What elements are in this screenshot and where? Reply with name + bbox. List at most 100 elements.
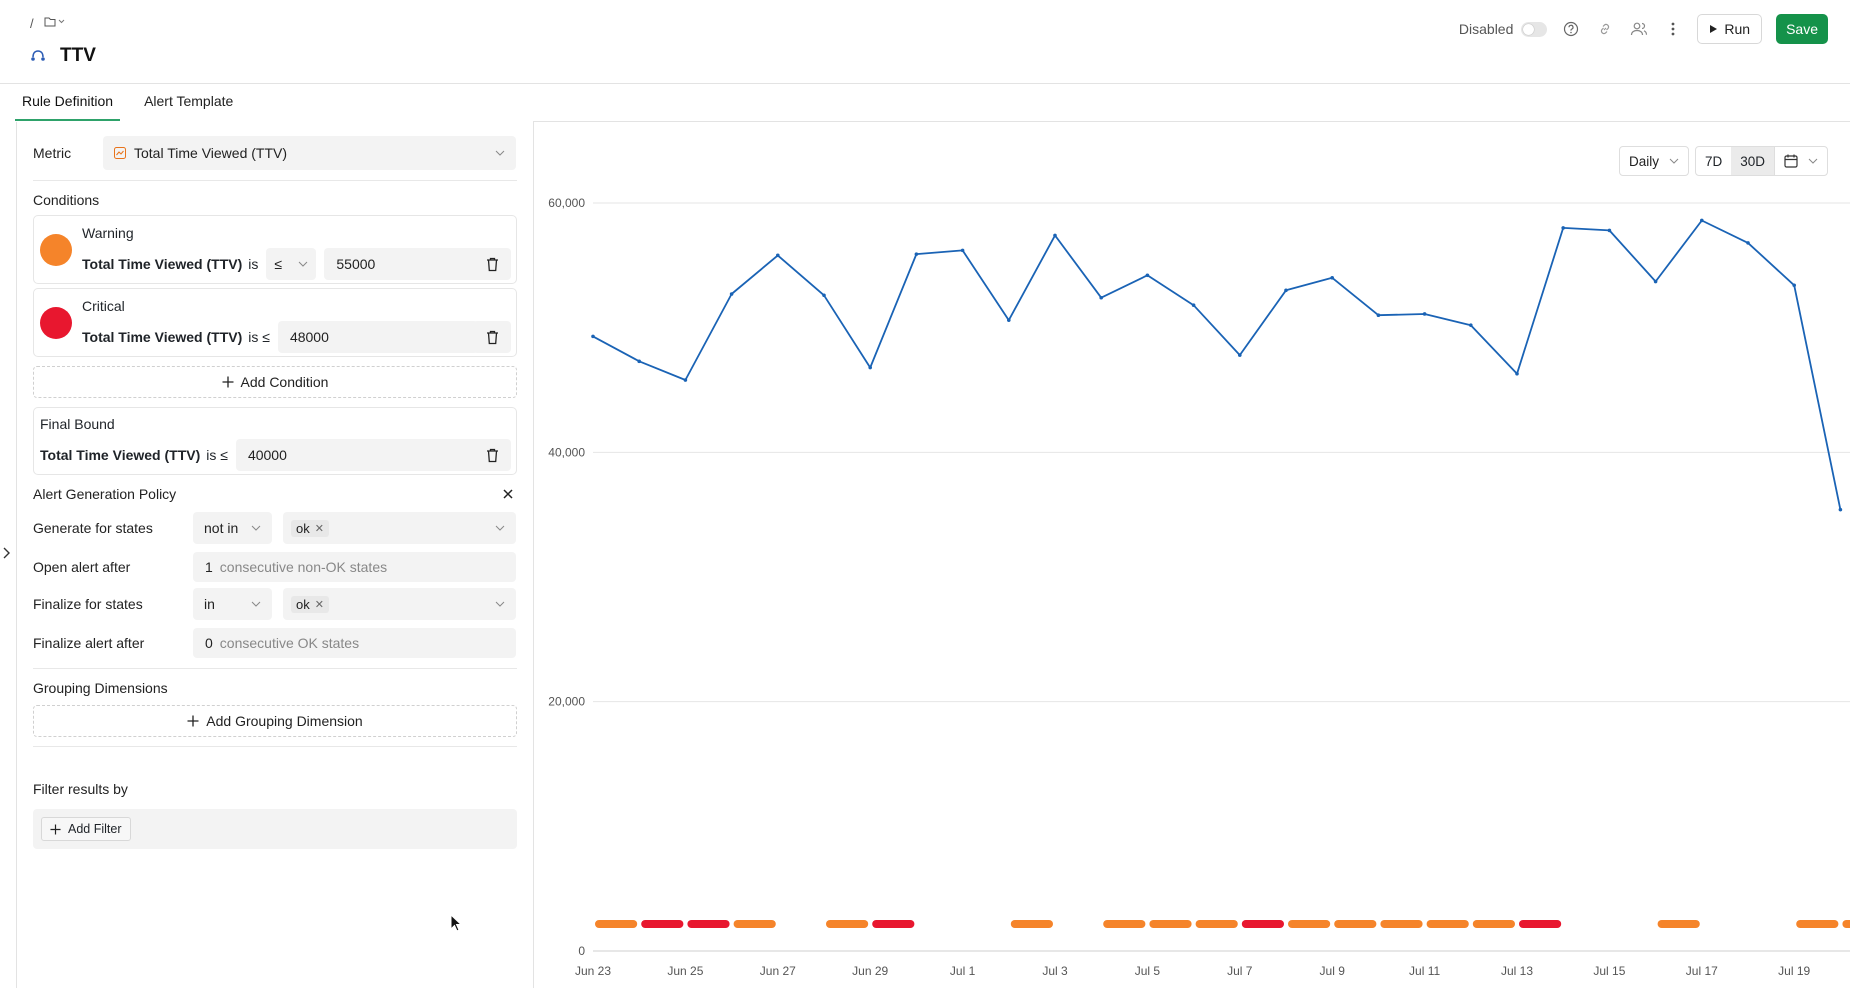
condition-card-critical: Critical Total Time Viewed (TTV) is ≤ 48… xyxy=(33,288,517,357)
data-point[interactable] xyxy=(683,378,688,382)
finalize-states-select[interactable]: ok ✕ xyxy=(283,588,516,620)
data-point[interactable] xyxy=(1792,283,1796,288)
help-icon[interactable] xyxy=(1561,19,1581,39)
x-tick-label: Jul 3 xyxy=(1042,964,1068,978)
x-tick-label: Jul 1 xyxy=(950,964,976,978)
policy-header: Alert Generation Policy xyxy=(33,485,517,503)
run-button[interactable]: Run xyxy=(1697,14,1763,44)
delete-final-bound-button[interactable] xyxy=(473,439,511,471)
trash-icon xyxy=(486,448,498,462)
add-grouping-label: Add Grouping Dimension xyxy=(206,713,363,729)
x-tick-label: Jul 7 xyxy=(1227,964,1253,978)
plus-icon xyxy=(222,376,234,388)
x-tick-label: Jul 15 xyxy=(1593,964,1625,978)
data-point[interactable] xyxy=(1838,507,1843,512)
threshold-input[interactable]: 48000 xyxy=(277,321,478,353)
generate-states-select[interactable]: ok ✕ xyxy=(283,512,516,544)
data-point[interactable] xyxy=(1746,241,1750,245)
open-after-input[interactable]: 1 consecutive non-OK states xyxy=(193,552,516,582)
calendar-icon xyxy=(1784,154,1798,168)
range-30d-button[interactable]: 30D xyxy=(1731,147,1774,175)
metric-select[interactable]: Total Time Viewed (TTV) xyxy=(103,136,516,170)
expand-sidebar-icon[interactable] xyxy=(2,546,10,562)
open-after-row: Open alert after 1 consecutive non-OK st… xyxy=(33,552,517,582)
data-point[interactable] xyxy=(960,248,965,253)
link-icon[interactable] xyxy=(1595,19,1615,39)
filter-container: Add Filter xyxy=(33,809,517,849)
chevron-down-icon xyxy=(251,525,261,531)
add-condition-button[interactable]: Add Condition xyxy=(33,366,517,398)
delete-condition-button[interactable] xyxy=(473,248,511,280)
data-point[interactable] xyxy=(1238,353,1242,357)
data-point[interactable] xyxy=(1469,323,1473,327)
x-tick-label: Jun 25 xyxy=(667,964,703,978)
divider xyxy=(33,746,517,747)
data-point[interactable] xyxy=(822,293,826,298)
granularity-select[interactable]: Daily xyxy=(1618,146,1689,176)
finalize-after-input[interactable]: 0 consecutive OK states xyxy=(193,628,516,658)
close-icon[interactable] xyxy=(503,486,513,502)
tab-alert-template[interactable]: Alert Template xyxy=(144,93,234,109)
metric-row: Metric Total Time Viewed (TTV) xyxy=(33,136,517,170)
granularity-value: Daily xyxy=(1628,153,1659,169)
severity-label: Critical xyxy=(82,298,125,314)
data-point[interactable] xyxy=(1376,313,1381,317)
state-chip-label: ok xyxy=(296,520,310,536)
trash-icon xyxy=(486,330,498,344)
range-toggle-group: 7D 30D xyxy=(1694,146,1828,176)
data-point[interactable] xyxy=(776,253,780,258)
data-point[interactable] xyxy=(1191,303,1196,308)
series-line xyxy=(591,218,1843,512)
warning-severity-dot xyxy=(40,234,72,266)
threshold-input[interactable]: 55000 xyxy=(324,248,488,280)
filter-title: Filter results by xyxy=(33,781,128,797)
enable-toggle-group[interactable]: Disabled xyxy=(1459,21,1548,37)
final-bound-input[interactable]: 40000 xyxy=(235,439,481,471)
data-point[interactable] xyxy=(1099,295,1103,300)
date-picker-button[interactable] xyxy=(1774,147,1827,175)
data-point[interactable] xyxy=(1145,273,1150,278)
data-point[interactable] xyxy=(591,334,595,339)
enable-toggle[interactable] xyxy=(1521,21,1548,37)
add-grouping-dimension-button[interactable]: Add Grouping Dimension xyxy=(33,705,517,737)
folder-icon[interactable] xyxy=(44,16,66,31)
data-point[interactable] xyxy=(1653,279,1658,284)
tab-rule-definition[interactable]: Rule Definition xyxy=(15,83,121,121)
add-filter-button[interactable]: Add Filter xyxy=(41,817,131,841)
finalize-after-value: 0 xyxy=(205,635,213,651)
range-7d-button[interactable]: 7D xyxy=(1704,153,1723,169)
data-point[interactable] xyxy=(1053,233,1057,238)
remove-chip-icon[interactable]: ✕ xyxy=(314,522,324,535)
delete-condition-button[interactable] xyxy=(473,321,511,353)
data-point[interactable] xyxy=(1422,312,1427,316)
operator-select[interactable]: ≤ xyxy=(266,248,317,280)
state-chip: ok ✕ xyxy=(291,519,329,537)
finalize-operator-select[interactable]: in xyxy=(193,588,272,620)
generate-operator-select[interactable]: not in xyxy=(193,512,272,544)
data-point[interactable] xyxy=(1515,371,1519,376)
x-tick-label: Jun 29 xyxy=(852,964,888,978)
data-point[interactable] xyxy=(1007,318,1011,322)
state-chip-label: ok xyxy=(296,596,310,612)
y-axis: 0 20,000 40,000 60,000 xyxy=(548,196,585,958)
data-point[interactable] xyxy=(1284,288,1288,293)
data-point[interactable] xyxy=(1561,226,1565,230)
data-point[interactable] xyxy=(729,292,734,296)
data-point[interactable] xyxy=(914,252,919,256)
data-point[interactable] xyxy=(868,365,872,370)
data-point[interactable] xyxy=(1330,276,1334,280)
data-point[interactable] xyxy=(1607,228,1612,233)
data-point[interactable] xyxy=(637,359,641,364)
final-bound-label: Final Bound xyxy=(40,416,115,432)
data-point[interactable] xyxy=(1700,218,1704,223)
condition-is: is xyxy=(248,256,259,272)
chevron-down-icon xyxy=(495,150,505,156)
more-options-icon[interactable] xyxy=(1663,19,1683,39)
x-tick-label: Jun 23 xyxy=(575,964,611,978)
finalize-after-suffix: consecutive OK states xyxy=(219,635,360,651)
save-button[interactable]: Save xyxy=(1776,14,1828,44)
users-icon[interactable] xyxy=(1629,19,1649,39)
mouse-cursor-icon xyxy=(450,913,463,935)
remove-chip-icon[interactable]: ✕ xyxy=(314,598,324,611)
